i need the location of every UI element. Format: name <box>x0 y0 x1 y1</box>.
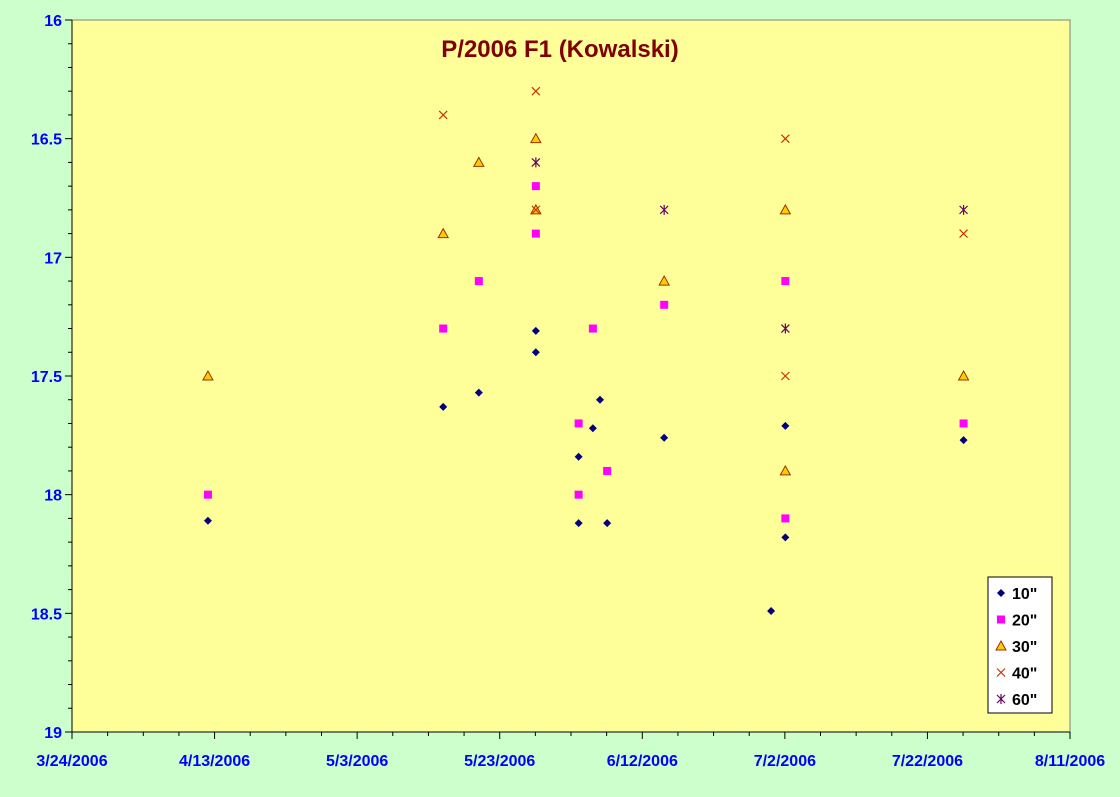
data-point <box>767 606 776 615</box>
series-2 <box>203 182 968 523</box>
x-tick-label: 7/22/2006 <box>892 753 963 770</box>
data-point <box>659 204 669 215</box>
data-point <box>531 229 540 238</box>
data-point <box>437 227 450 239</box>
data-point <box>959 436 968 445</box>
legend-label: 20" <box>1012 613 1037 630</box>
x-tick-label: 4/13/2006 <box>179 753 250 770</box>
y-tick-label: 18.5 <box>31 606 62 623</box>
y-tick-label: 16.5 <box>31 132 62 149</box>
legend: 10" 20" 30" 40" 60" <box>987 576 1053 714</box>
data-point <box>660 433 669 442</box>
data-point <box>202 369 214 381</box>
data-point <box>574 490 583 499</box>
legend-marker <box>997 615 1005 624</box>
data-point <box>959 204 968 215</box>
x-tick-label: 6/12/2006 <box>607 753 678 770</box>
data-point <box>781 277 790 286</box>
x-tick-label: 3/24/2006 <box>36 753 107 770</box>
data-point <box>438 110 448 120</box>
series-4 <box>438 86 968 381</box>
x-tick-label: 8/11/2006 <box>1035 753 1105 770</box>
data-point <box>781 533 790 542</box>
legend-label: 30" <box>1012 639 1037 656</box>
x-tick-label: 7/2/2006 <box>754 753 816 770</box>
legend-marker <box>996 694 1006 704</box>
data-point <box>531 86 541 96</box>
data-point <box>472 156 485 167</box>
data-point <box>660 300 669 309</box>
y-tick-label: 17 <box>44 250 62 267</box>
y-axis: 16 16.5 17 17.5 18 18.5 19 <box>31 13 73 742</box>
data-point <box>588 324 597 333</box>
data-point <box>603 519 612 528</box>
data-point <box>779 464 792 476</box>
data-point <box>596 395 605 404</box>
data-point <box>530 132 542 144</box>
y-tick-label: 18 <box>44 488 62 505</box>
data-point <box>781 514 790 523</box>
data-point <box>474 388 483 397</box>
data-point <box>574 452 583 461</box>
data-points <box>202 86 970 615</box>
data-point <box>531 182 540 191</box>
data-point <box>658 275 671 286</box>
legend-marker <box>997 589 1005 597</box>
x-tick-label: 5/3/2006 <box>326 753 388 770</box>
data-point <box>439 402 448 411</box>
data-point <box>474 277 483 286</box>
data-point <box>781 421 790 430</box>
legend-marker <box>995 639 1007 651</box>
data-point <box>779 203 792 215</box>
data-point <box>780 134 790 144</box>
series-3 <box>202 132 970 476</box>
chart-title: P/2006 F1 (Kowalski) <box>441 36 678 63</box>
y-tick-label: 16 <box>44 13 62 30</box>
legend-marker <box>996 668 1006 677</box>
y-tick-label: 17.5 <box>31 369 62 386</box>
plot-area <box>71 19 1071 733</box>
data-point <box>574 419 583 428</box>
legend-label: 10" <box>1012 586 1037 603</box>
data-point <box>203 490 212 499</box>
data-point <box>959 419 968 428</box>
data-point <box>531 326 540 335</box>
data-point <box>531 205 541 215</box>
legend-label: 60" <box>1012 692 1037 709</box>
data-point <box>780 371 790 381</box>
x-tick-label: 5/23/2006 <box>464 753 535 770</box>
data-point <box>780 323 790 334</box>
data-point <box>531 348 540 357</box>
data-point <box>531 157 541 168</box>
data-point <box>603 466 612 475</box>
data-point <box>959 229 968 239</box>
data-point <box>439 324 448 333</box>
data-point <box>588 424 597 433</box>
y-tick-label: 19 <box>44 725 62 742</box>
series-1 <box>203 326 968 615</box>
data-point <box>957 369 970 381</box>
data-point <box>203 516 212 525</box>
legend-label: 40" <box>1012 666 1037 683</box>
x-axis: 3/24/2006 4/13/2006 5/3/2006 5/23/2006 6/12/… <box>36 731 1105 770</box>
series-5 <box>531 157 968 334</box>
data-point <box>574 519 583 528</box>
